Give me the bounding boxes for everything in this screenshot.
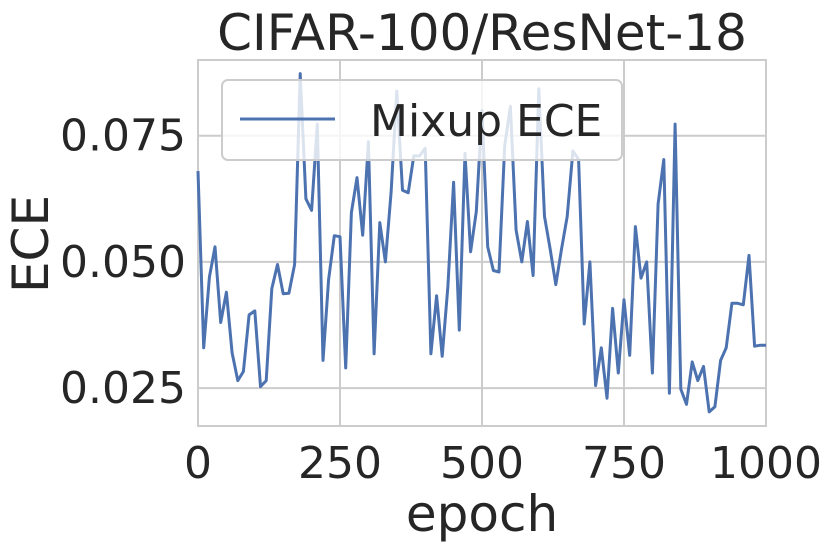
y-tick-label: 0.075 [60, 111, 186, 162]
legend: Mixup ECE [221, 79, 623, 161]
plot-frame [197, 59, 767, 427]
x-tick-label: 500 [440, 438, 524, 489]
legend-box [221, 79, 623, 161]
legend-label: Mixup ECE [370, 96, 602, 147]
x-tick-label: 750 [582, 438, 666, 489]
x-tick-label: 0 [184, 438, 212, 489]
x-axis-label: epoch [406, 485, 558, 543]
chart-title: CIFAR-100/ResNet-18 [217, 4, 747, 62]
y-axis-label: ECE [2, 195, 60, 293]
tick-labels: 0 250 500 750 1000 0.025 0.050 0.075 [60, 111, 822, 489]
x-tick-label: 1000 [710, 438, 822, 489]
y-tick-label: 0.050 [60, 237, 186, 288]
x-tick-label: 250 [298, 438, 382, 489]
y-tick-label: 0.025 [60, 363, 186, 414]
